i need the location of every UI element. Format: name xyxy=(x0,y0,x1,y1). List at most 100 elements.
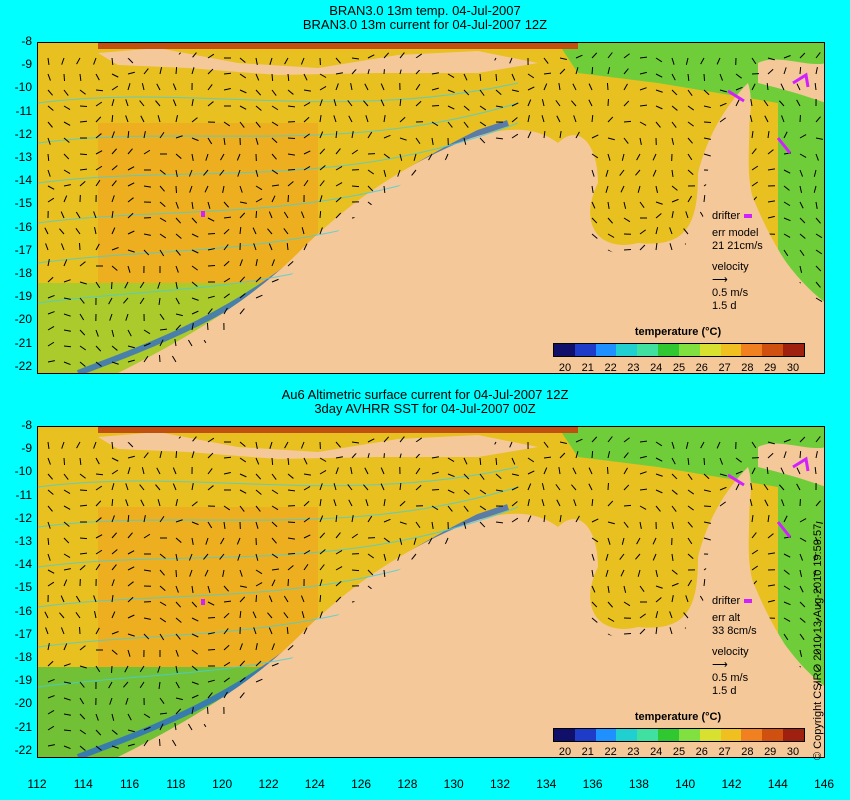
current-arrow xyxy=(175,553,178,561)
current-arrow xyxy=(556,499,561,507)
current-arrow xyxy=(63,457,66,466)
current-arrow xyxy=(527,457,535,463)
current-arrow xyxy=(783,67,787,75)
current-arrow xyxy=(815,601,821,608)
current-arrow xyxy=(111,564,117,571)
current-arrow xyxy=(268,627,273,635)
current-arrow xyxy=(63,745,71,750)
current-arrow xyxy=(301,227,305,235)
current-arrow xyxy=(783,131,788,139)
current-arrow xyxy=(815,500,821,507)
current-arrow xyxy=(159,339,164,347)
current-arrow xyxy=(303,89,311,92)
current-arrow xyxy=(207,485,214,491)
x-tick-label: 120 xyxy=(212,777,233,791)
current-arrow xyxy=(687,457,690,466)
current-arrow xyxy=(191,249,199,254)
current-arrow xyxy=(333,115,337,123)
bottom-title-line2: 3day AVHRR SST for 04-Jul-2007 00Z xyxy=(314,401,536,416)
colorbar-swatch xyxy=(720,344,742,356)
current-arrow xyxy=(125,483,129,491)
current-arrow xyxy=(367,169,375,175)
current-arrow xyxy=(175,633,181,640)
current-arrow xyxy=(428,153,433,161)
current-arrow xyxy=(207,201,211,209)
current-arrow xyxy=(127,455,135,459)
current-arrow xyxy=(619,169,625,176)
current-arrow xyxy=(172,83,177,91)
current-arrow xyxy=(271,579,276,587)
current-arrow xyxy=(79,73,82,82)
current-arrow xyxy=(268,243,273,251)
current-arrow xyxy=(204,569,209,577)
current-arrow xyxy=(271,568,280,571)
colorbar-swatch xyxy=(658,729,679,741)
current-arrow xyxy=(415,53,423,59)
current-arrow xyxy=(271,137,278,144)
current-arrow xyxy=(271,662,279,667)
current-arrow xyxy=(751,165,759,171)
current-arrow xyxy=(447,489,455,494)
current-arrow xyxy=(239,293,246,299)
bathymetry-contour xyxy=(38,82,519,104)
current-arrow xyxy=(766,82,769,91)
current-arrow xyxy=(527,470,535,475)
current-arrow xyxy=(303,486,311,491)
current-arrow xyxy=(127,581,134,587)
current-arrow xyxy=(767,149,774,155)
colorbar-tick: 25 xyxy=(672,746,686,758)
bathymetry-contour xyxy=(38,466,519,488)
current-arrow xyxy=(207,632,215,635)
current-arrow xyxy=(95,329,99,337)
current-arrow xyxy=(175,169,178,177)
current-arrow xyxy=(159,738,161,747)
current-arrow xyxy=(815,265,822,272)
current-arrow xyxy=(159,712,168,715)
current-arrow xyxy=(575,54,583,59)
current-arrow xyxy=(511,517,519,523)
current-arrow xyxy=(463,489,470,495)
current-arrow xyxy=(655,213,662,219)
current-arrow xyxy=(655,121,661,128)
current-arrow xyxy=(127,514,130,523)
current-arrow xyxy=(607,617,615,622)
current-arrow xyxy=(159,585,166,591)
current-arrow xyxy=(671,73,676,81)
current-arrow xyxy=(79,120,88,123)
current-arrow xyxy=(623,137,629,144)
current-arrow xyxy=(191,233,199,238)
current-arrow xyxy=(175,115,178,123)
current-arrow xyxy=(335,550,343,555)
current-arrow xyxy=(319,86,327,91)
current-arrow xyxy=(79,153,88,156)
current-arrow xyxy=(495,105,503,108)
current-arrow xyxy=(348,115,353,123)
current-arrow xyxy=(815,153,819,161)
current-arrow xyxy=(687,505,694,511)
current-arrow xyxy=(63,89,69,96)
current-arrow xyxy=(191,501,198,507)
current-arrow xyxy=(159,131,165,139)
current-arrow xyxy=(111,131,115,139)
current-arrow xyxy=(47,581,55,587)
colorbar-swatch xyxy=(741,729,763,741)
current-arrow xyxy=(735,483,740,491)
current-arrow xyxy=(319,99,323,107)
current-arrow xyxy=(141,467,145,475)
current-arrow xyxy=(79,645,86,651)
current-arrow xyxy=(271,121,279,127)
current-arrow xyxy=(655,57,663,63)
current-arrow xyxy=(143,355,149,363)
current-arrow xyxy=(319,457,327,462)
current-arrow xyxy=(219,553,225,560)
current-arrow xyxy=(223,277,231,283)
current-arrow xyxy=(319,611,323,619)
current-arrow xyxy=(207,308,213,315)
current-arrow xyxy=(239,201,247,204)
current-arrow xyxy=(271,89,277,96)
current-arrow xyxy=(127,249,135,253)
current-arrow xyxy=(143,249,150,256)
current-arrow xyxy=(271,457,274,466)
current-arrow xyxy=(47,121,53,128)
current-arrow xyxy=(348,499,353,507)
